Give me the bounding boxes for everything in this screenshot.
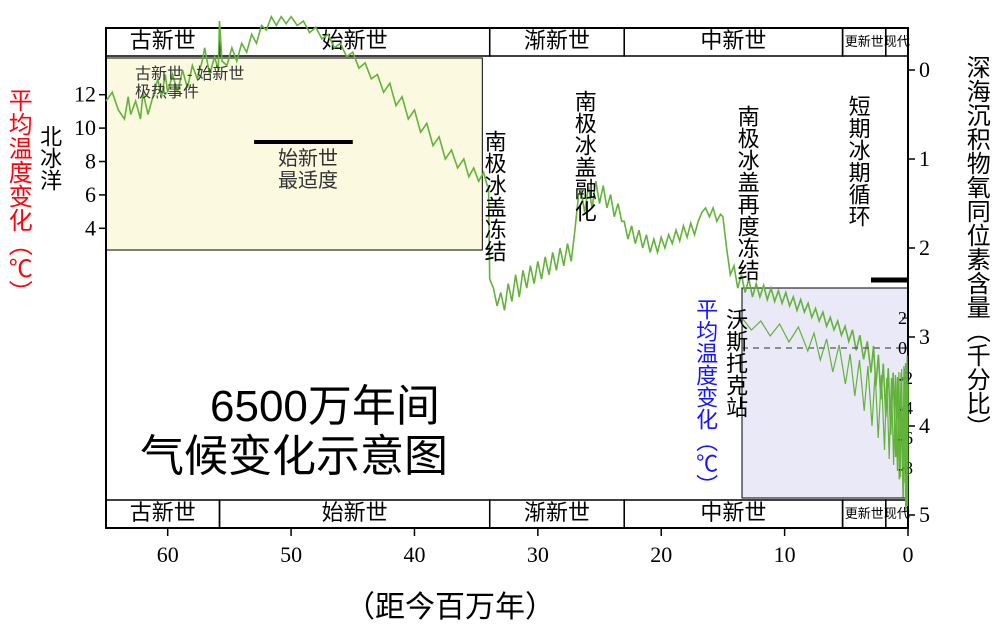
- svg-text:渐新世: 渐新世: [524, 28, 590, 53]
- eocene-opt-1: 始新世: [278, 148, 338, 170]
- svg-text:4: 4: [85, 215, 96, 240]
- svg-text:10: 10: [774, 542, 796, 567]
- vostok-station: 沃斯托克站: [724, 308, 747, 418]
- svg-text:3: 3: [919, 324, 930, 349]
- petm-note-1: 古新世 - 始新世: [135, 66, 244, 84]
- svg-text:0: 0: [903, 542, 914, 567]
- svg-text:渐新世: 渐新世: [524, 500, 590, 525]
- svg-text:10: 10: [74, 115, 96, 140]
- y-left-subtitle: 北冰洋: [38, 125, 61, 191]
- ann-short-cycles: 短期冰期循环: [847, 95, 869, 227]
- ann-antarctic-melt: 南极冰盖融化: [573, 90, 595, 222]
- svg-text:0: 0: [898, 338, 907, 358]
- ann-antarctic-refreeze: 南极冰盖再度冻结: [736, 105, 758, 281]
- svg-text:古新世: 古新世: [130, 28, 196, 53]
- petm-note-2: 极热事件: [135, 84, 199, 102]
- svg-text:中新世: 中新世: [700, 28, 766, 53]
- svg-text:2: 2: [898, 308, 907, 328]
- svg-text:现代: 现代: [884, 34, 910, 49]
- svg-text:30: 30: [527, 542, 549, 567]
- svg-text:更新世: 更新世: [845, 506, 884, 521]
- y-left-title: 平均温度变化（℃）: [4, 88, 29, 304]
- svg-text:50: 50: [280, 542, 302, 567]
- chart-title-line2: 气候变化示意图: [140, 420, 448, 484]
- svg-text:40: 40: [403, 542, 425, 567]
- svg-text:6: 6: [85, 182, 96, 207]
- eocene-opt-2: 最适度: [278, 170, 338, 192]
- svg-text:始新世: 始新世: [322, 500, 388, 525]
- vostok-axis-title: 平均温度变化（℃）: [694, 298, 717, 496]
- x-axis-label: （距今百万年）: [345, 582, 555, 626]
- climate-chart: 古新世始新世渐新世中新世更新世现代古新世始新世渐新世中新世更新世现代605040…: [0, 0, 1000, 631]
- ann-antarctic-freeze: 南极冰盖冻结: [483, 130, 505, 262]
- svg-text:8: 8: [85, 149, 96, 174]
- svg-text:4: 4: [919, 413, 930, 438]
- svg-text:古新世: 古新世: [130, 500, 196, 525]
- svg-text:60: 60: [157, 542, 179, 567]
- svg-text:中新世: 中新世: [700, 500, 766, 525]
- svg-text:更新世: 更新世: [845, 34, 884, 49]
- svg-text:20: 20: [650, 542, 672, 567]
- y-right-title: 深海沉积物氧同位素含量（千分比）: [962, 55, 987, 439]
- svg-text:0: 0: [919, 57, 930, 82]
- svg-text:1: 1: [919, 146, 930, 171]
- svg-text:12: 12: [74, 82, 96, 107]
- svg-text:2: 2: [919, 235, 930, 260]
- svg-text:5: 5: [919, 502, 930, 527]
